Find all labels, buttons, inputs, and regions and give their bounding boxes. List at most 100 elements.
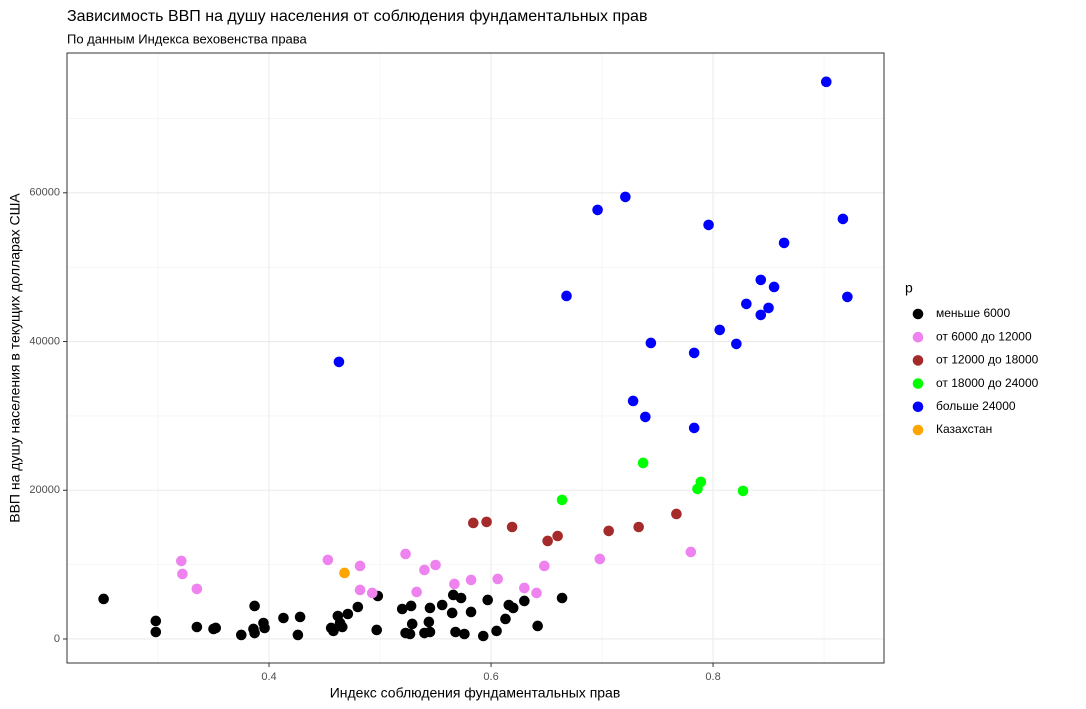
point [436,599,448,611]
point [98,593,109,605]
legend-marker [912,331,924,343]
point [259,622,270,634]
x-tick-label: 0.6 [483,671,498,683]
legend-marker [912,355,924,366]
point [633,521,644,533]
point [292,629,304,641]
point [430,559,441,571]
point [352,601,364,613]
point [731,338,742,350]
point [424,602,436,614]
legend-marker [912,308,924,320]
y-tick-label: 60000 [29,187,60,199]
point [294,611,306,623]
point [465,606,477,618]
point [778,237,790,249]
chart-title: Зависимость ВВП на душу населения от соб… [67,8,647,25]
point [449,578,460,590]
point [556,494,568,506]
point [737,485,749,497]
point [561,290,572,302]
legend-label: от 18000 до 24000 [936,376,1039,390]
point [755,309,767,321]
point [400,548,411,560]
point [459,628,470,640]
point [492,573,504,585]
y-tick-label: 0 [54,633,60,645]
point [249,600,260,612]
point [820,76,832,88]
point [465,574,477,586]
point [450,626,461,638]
point [278,612,289,624]
point [371,624,383,636]
point [177,568,188,580]
point [406,618,418,630]
point [354,560,366,572]
point [594,553,606,565]
point [531,587,542,599]
y-tick-label: 20000 [29,484,60,496]
point [763,302,774,314]
point [423,616,435,628]
point [519,595,530,607]
point [419,564,430,576]
point [150,615,162,627]
point [768,281,780,293]
point [755,274,767,286]
legend-label: больше 24000 [936,399,1016,413]
point [328,625,339,637]
point [507,602,519,614]
point [620,191,631,203]
point [741,298,752,310]
point [714,324,726,336]
point [354,584,366,596]
point [592,204,603,216]
point [235,629,247,641]
point [210,622,222,634]
point [491,625,502,637]
point [481,516,492,528]
point [150,626,162,638]
point [342,608,354,620]
point [645,337,657,349]
point [637,457,649,469]
plot-border [66,52,885,664]
point [333,356,345,368]
x-tick-label: 0.4 [261,671,276,683]
x-axis-label: Индекс соблюдения фундаментальных прав [330,685,621,701]
point [467,517,479,529]
chart-subtitle: По данным Индекса веховенства права [67,31,308,46]
point [552,530,563,542]
point [837,213,849,225]
point [446,607,458,619]
point [671,508,682,520]
point [627,395,639,407]
y-axis-label: ВВП на душу населения в текущих долларах… [7,193,23,523]
point [542,535,553,547]
legend-marker [912,401,924,413]
point [404,628,416,640]
legend-title: p [905,280,913,296]
point [176,555,187,567]
point [695,476,707,488]
legend-marker [912,378,924,389]
point [191,583,203,595]
point [455,592,467,604]
point [366,587,378,599]
point [411,586,422,598]
point [532,620,543,632]
point [500,613,511,625]
legend-label: от 6000 до 12000 [936,329,1032,343]
x-tick-label: 0.8 [705,671,720,683]
point [322,554,334,566]
point [519,582,530,594]
y-tick-label: 40000 [29,335,60,347]
legend-label: от 12000 до 18000 [936,353,1039,367]
point [640,411,651,423]
point [336,621,348,633]
point [688,422,700,434]
point [539,560,550,572]
point [405,600,417,612]
